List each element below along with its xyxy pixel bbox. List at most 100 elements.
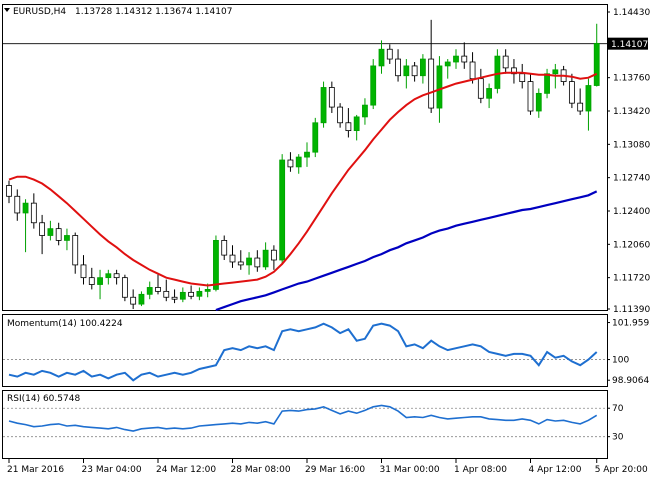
candle xyxy=(386,44,393,64)
candle xyxy=(370,59,377,110)
candle xyxy=(246,252,252,275)
momentum-line xyxy=(8,322,598,382)
price-plot xyxy=(3,19,607,312)
candle xyxy=(30,193,37,229)
candle xyxy=(453,49,459,69)
candle xyxy=(527,73,534,115)
main-panel-frame xyxy=(2,4,608,311)
slow-moving-average-line xyxy=(215,190,598,312)
rsi-tick-label: 30 xyxy=(612,433,624,443)
candle xyxy=(47,220,54,241)
momentum-title: Momentum(14) 100.4224 xyxy=(7,319,123,329)
candle xyxy=(163,279,170,302)
candle xyxy=(39,214,46,255)
fast-moving-average-line xyxy=(8,71,598,287)
candle xyxy=(304,142,310,167)
candle xyxy=(378,40,385,74)
current-price-label: 1.14107 xyxy=(611,40,648,50)
candle xyxy=(130,289,137,310)
candle xyxy=(428,19,435,113)
candle xyxy=(262,242,269,270)
candle xyxy=(6,180,12,204)
candle xyxy=(328,81,335,113)
chart-title: EURUSD,H4 xyxy=(13,7,66,17)
candle xyxy=(113,269,120,285)
candle xyxy=(146,281,153,300)
candle xyxy=(585,78,592,131)
price-tick-label: 1.12060 xyxy=(613,240,650,250)
candle xyxy=(444,59,451,79)
candle xyxy=(72,232,79,274)
rsi-panel-frame xyxy=(2,390,608,459)
price-tick-label: 1.12740 xyxy=(613,174,650,184)
candle xyxy=(337,103,344,128)
candle xyxy=(254,250,261,272)
price-tick-label: 1.14430 xyxy=(613,8,650,18)
time-tick-label: 5 Apr 20:00 xyxy=(595,465,648,475)
candle xyxy=(295,154,302,174)
current-price-badge xyxy=(608,37,648,50)
price-tick-label: 1.12400 xyxy=(613,207,650,217)
candle xyxy=(155,273,161,295)
candle xyxy=(88,267,95,290)
candle xyxy=(494,49,501,94)
candle xyxy=(55,222,62,246)
time-tick-label: 28 Mar 08:00 xyxy=(231,465,291,475)
time-tick-label: 21 Mar 2016 xyxy=(7,465,64,475)
candle xyxy=(403,59,410,89)
candle xyxy=(345,108,352,138)
candle xyxy=(171,289,178,304)
candle xyxy=(320,81,327,128)
rsi-line xyxy=(8,404,598,432)
price-tick-label: 1.13760 xyxy=(613,74,650,84)
candle xyxy=(105,269,112,285)
candle xyxy=(312,117,319,158)
candle xyxy=(461,42,468,69)
rsi-plot xyxy=(3,404,607,438)
candle xyxy=(593,23,600,87)
axes: 1.14430 1.14107 1.13760 1.13420 1.13080 1.127… xyxy=(7,8,650,475)
candle xyxy=(279,154,286,265)
candle xyxy=(353,114,360,141)
momentum-tick-label: 98.9064 xyxy=(612,376,649,386)
candle xyxy=(577,88,584,115)
momentum-tick-label: 100 xyxy=(612,356,629,366)
candle xyxy=(138,291,145,307)
candle xyxy=(64,228,70,251)
collapse-triangle-icon[interactable] xyxy=(4,8,10,12)
time-tick-label: 24 Mar 12:00 xyxy=(156,465,216,475)
candle xyxy=(221,235,228,261)
price-tick-label: 1.13080 xyxy=(613,140,650,150)
candle xyxy=(188,285,195,300)
candle xyxy=(179,287,186,303)
time-tick-label: 1 Apr 08:00 xyxy=(454,465,507,475)
candle xyxy=(237,250,244,270)
candle xyxy=(419,54,426,84)
candle xyxy=(270,245,277,270)
momentum-tick-label: 101.9595 xyxy=(612,319,650,329)
rsi-title: RSI(14) 60.5748 xyxy=(7,394,80,404)
time-tick-label: 31 Mar 00:00 xyxy=(380,465,440,475)
price-tick-label: 1.11720 xyxy=(613,274,650,284)
rsi-tick-label: 70 xyxy=(612,404,624,414)
time-tick-label: 23 Mar 04:00 xyxy=(82,465,142,475)
price-tick-label: 1.11390 xyxy=(613,305,650,315)
time-tick-label: 29 Mar 16:00 xyxy=(305,465,365,475)
candle xyxy=(395,49,401,82)
candle xyxy=(362,98,368,125)
momentum-plot xyxy=(3,322,607,382)
ohlc-readout: 1.13728 1.14312 1.13674 1.14107 xyxy=(75,7,232,17)
candle xyxy=(229,245,236,268)
candle xyxy=(22,199,29,253)
candle xyxy=(97,269,103,300)
candle xyxy=(287,152,294,172)
candle xyxy=(196,287,203,301)
candle xyxy=(486,83,493,109)
candle xyxy=(213,235,219,292)
candle xyxy=(121,274,128,302)
candle xyxy=(568,73,575,109)
candle xyxy=(535,88,542,118)
time-tick-label: 4 Apr 12:00 xyxy=(529,465,582,475)
price-tick-label: 1.13420 xyxy=(613,107,650,117)
